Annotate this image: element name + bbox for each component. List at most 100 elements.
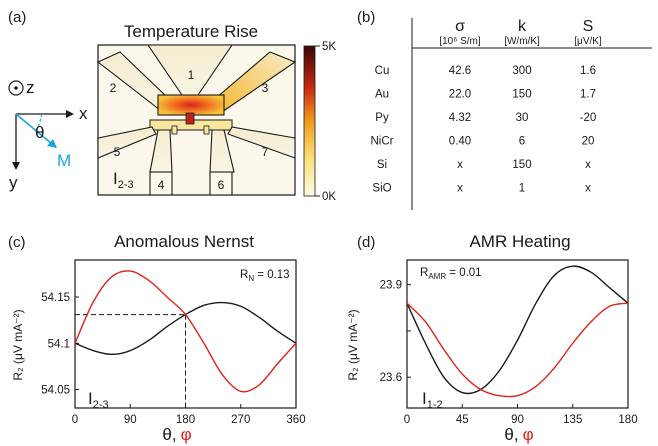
table-cell: 300 <box>512 65 531 77</box>
contact-label-4: 4 <box>158 178 165 192</box>
panel-label-a: (a) <box>8 9 26 26</box>
x-tick-label: 270 <box>231 414 250 426</box>
table-row-material: Si <box>377 159 387 171</box>
y-axis-label: y <box>9 173 18 192</box>
y-tick-label: 23.6 <box>380 372 402 384</box>
heater-bar <box>157 94 225 116</box>
table-cell: 20 <box>582 136 595 148</box>
panel-d-annotation: RAMR = 0.01 <box>420 267 482 281</box>
panel-b: (b) σ[10⁶ S/m] k[W/m/K] S[μV/K] Cu 42.6 300 1.… <box>357 9 652 210</box>
table-cell: 4.32 <box>449 112 471 124</box>
coordinate-axes: z x y θ M <box>8 78 88 192</box>
plot-frame <box>406 259 629 409</box>
contact-pad-6 <box>209 171 233 196</box>
series-phi-line <box>406 302 629 398</box>
table-cell: x <box>457 183 463 195</box>
y-tick-label: 54.15 <box>41 292 70 304</box>
panel-d-probe: I1-2 <box>422 389 443 411</box>
colorbar-max-label: 5K <box>322 41 336 53</box>
table-cell: 42.6 <box>449 65 471 77</box>
table-cell: 6 <box>519 136 525 148</box>
table-row-material: NiCr <box>371 136 394 148</box>
table-cell: 30 <box>516 112 529 124</box>
magnetization-arrowhead-icon <box>47 139 57 148</box>
panel-a-title: Temperature Rise <box>124 22 258 41</box>
panel-c-title: Anomalous Nernst <box>114 232 254 251</box>
theta-arc <box>37 113 43 129</box>
contact-label-7: 7 <box>262 145 269 159</box>
table-row-material: Py <box>375 112 389 124</box>
table-cell: 1.7 <box>580 89 596 101</box>
contact-label-1: 1 <box>188 68 195 82</box>
series-theta-line <box>406 265 629 395</box>
contact-arm-5 <box>97 126 157 159</box>
panel-c: (c) Anomalous Nernst 0 90 180 270 360 54.05 54… <box>8 232 306 444</box>
table-cell: x <box>457 159 463 171</box>
table-header-unit: [10⁶ S/m] <box>439 36 481 47</box>
contact-label-6: 6 <box>218 178 225 192</box>
magnetization-label: M <box>57 151 71 170</box>
colorbar-gradient <box>303 45 316 197</box>
x-tick-label: 0 <box>404 414 410 426</box>
z-axis-out-of-plane-icon <box>8 80 24 96</box>
panel-d-title: AMR Heating <box>469 232 570 251</box>
series-phi-line <box>74 270 297 393</box>
contact-label-2: 2 <box>110 81 117 95</box>
x-tick-label: 135 <box>563 414 582 426</box>
plot-anomalous-nernst: 0 90 180 270 360 54.05 54.1 54.15 <box>41 259 306 426</box>
contact-pad-4 <box>149 171 173 196</box>
contact-arm-6 <box>209 129 235 173</box>
x-tick-label: 45 <box>456 414 469 426</box>
probe-right <box>203 125 210 135</box>
colorbar: 5K 0K <box>303 41 336 203</box>
table-header-symbol: S <box>583 18 594 35</box>
panel-d: (d) AMR Heating 0 45 90 135 180 23.6 23.9 R₂ (… <box>346 232 638 444</box>
panel-d-ylabel: R₂ (μV mA⁻²) <box>346 309 360 380</box>
x-axis-label: x <box>79 104 88 123</box>
table-row-material: Au <box>375 89 389 101</box>
table-row-material: SiO <box>372 183 391 195</box>
table-cell: 22.0 <box>449 89 471 101</box>
y-arrowhead-icon <box>12 162 20 170</box>
panel-c-ylabel: R₂ (μV mA⁻²) <box>11 309 25 380</box>
table-header-unit: [W/m/K] <box>504 36 540 47</box>
x-tick-label: 90 <box>511 414 524 426</box>
probe-left <box>171 125 178 135</box>
panel-label-c: (c) <box>8 234 26 251</box>
table-cell: 1.6 <box>580 65 596 77</box>
table-cell: 1 <box>519 183 525 195</box>
panel-c-xlabel: θ, φ <box>162 425 191 444</box>
table-cell: 150 <box>512 159 531 171</box>
z-axis-label: z <box>26 78 35 97</box>
panel-label-d: (d) <box>357 234 375 251</box>
y-tick-label: 54.05 <box>41 385 70 397</box>
x-tick-label: 180 <box>618 414 637 426</box>
x-tick-label: 180 <box>176 414 195 426</box>
contact-label-3: 3 <box>262 81 269 95</box>
table-cell: 0.40 <box>449 136 471 148</box>
panel-c-probe: I2-3 <box>88 389 109 411</box>
table-header-unit: [μV/K] <box>574 36 602 47</box>
contact-arm-7 <box>227 126 296 159</box>
table-header-symbol: k <box>518 18 527 35</box>
table-cell: 150 <box>512 89 531 101</box>
device-map: 1 2 3 4 5 6 7 I2-3 <box>96 44 297 196</box>
contact-label-5: 5 <box>114 145 121 159</box>
z-axis-dot-icon <box>14 86 18 90</box>
x-tick-label: 90 <box>124 414 137 426</box>
panel-c-annotation: RN = 0.13 <box>240 269 290 283</box>
panel-label-b: (b) <box>357 9 375 26</box>
x-tick-label: 360 <box>286 414 305 426</box>
table-cell: -20 <box>580 112 597 124</box>
panel-a: (a) Temperature Rise z x y θ M <box>8 9 336 203</box>
y-tick-label: 54.1 <box>48 338 70 350</box>
probe-current-label: I2-3 <box>113 169 134 191</box>
table-cell: x <box>585 159 591 171</box>
x-tick-label: 0 <box>72 414 78 426</box>
colorbar-min-label: 0K <box>322 191 336 203</box>
table-row-material: Cu <box>375 65 390 77</box>
x-arrowhead-icon <box>66 110 74 118</box>
table-cell: x <box>585 183 591 195</box>
plot-amr-heating: 0 45 90 135 180 23.6 23.9 <box>380 259 638 426</box>
